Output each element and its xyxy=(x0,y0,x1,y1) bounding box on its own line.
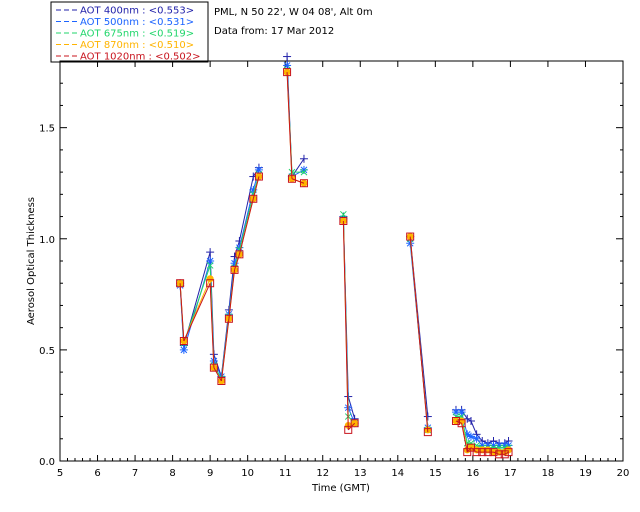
series-segment xyxy=(183,283,211,342)
data-point xyxy=(466,417,475,425)
y-tick-label: 0.5 xyxy=(39,346,55,357)
x-axis: 5 6 7 8 9 10 11 12 13 14 15 16 17 18 19 20 xyxy=(57,61,630,479)
data-point xyxy=(406,232,415,241)
data-point xyxy=(299,179,308,188)
y-tick-label: 1.0 xyxy=(39,235,55,246)
data-point xyxy=(249,194,258,203)
data-point xyxy=(217,377,226,385)
chart-title: PML, N 50 22', W 04 08', Alt 0m xyxy=(214,7,373,18)
data-point xyxy=(209,363,218,372)
data-point xyxy=(224,314,233,323)
x-tick-label: 20 xyxy=(617,468,630,479)
x-tick-label: 5 xyxy=(57,468,63,479)
series-segment xyxy=(493,451,500,455)
data-point xyxy=(206,262,214,269)
data-point xyxy=(495,450,504,459)
series-segment xyxy=(234,240,240,257)
series-segment xyxy=(461,423,468,453)
data-point xyxy=(489,448,498,457)
series-segment xyxy=(470,420,478,435)
data-point xyxy=(423,412,432,421)
series-segment xyxy=(238,198,254,255)
data-point xyxy=(206,279,215,288)
legend: AOT 400nm : <0.553>AOT 500nm : <0.531>AO… xyxy=(50,1,209,63)
data-point xyxy=(206,248,215,257)
chart-subtitle: Data from: 17 Mar 2012 xyxy=(214,26,334,37)
series-segment xyxy=(286,72,293,179)
series-aot-1020nm xyxy=(176,68,513,459)
x-tick-label: 14 xyxy=(391,468,404,479)
series-segment xyxy=(291,178,305,184)
series-segment xyxy=(342,220,349,430)
y-axis-label: Aerosol Optical Thickness xyxy=(26,197,37,325)
plot-area xyxy=(59,60,624,462)
series-segment xyxy=(179,283,185,342)
data-point xyxy=(466,443,475,452)
x-tick-label: 16 xyxy=(466,468,479,479)
data-point xyxy=(176,279,185,288)
x-tick-label: 9 xyxy=(207,468,213,479)
series-segment xyxy=(238,194,254,251)
data-point xyxy=(235,250,244,259)
series-segment xyxy=(220,318,230,382)
data-point xyxy=(472,434,481,443)
series-segment xyxy=(476,434,483,442)
legend-entry: AOT 870nm : <0.510> xyxy=(80,40,194,51)
data-point xyxy=(472,448,481,457)
x-axis-label: Time (GMT) xyxy=(311,483,370,494)
data-point xyxy=(350,419,359,428)
series-segment xyxy=(228,256,236,310)
series-segment xyxy=(213,367,222,382)
data-point xyxy=(230,265,239,274)
data-point xyxy=(340,210,347,218)
data-point xyxy=(483,448,492,457)
x-tick-label: 12 xyxy=(316,468,329,479)
x-tick-label: 18 xyxy=(542,468,555,479)
data-point xyxy=(339,217,348,225)
data-point xyxy=(478,448,487,457)
data-point xyxy=(451,417,460,425)
legend-entry: AOT 500nm : <0.531> xyxy=(80,17,194,28)
data-point xyxy=(457,419,466,428)
data-point xyxy=(206,275,214,283)
data-point xyxy=(254,172,263,181)
y-tick-label: 1.5 xyxy=(39,124,55,135)
series-segment xyxy=(234,254,240,271)
series-segment xyxy=(228,269,236,319)
data-point xyxy=(179,345,188,354)
data-point xyxy=(179,337,188,345)
x-tick-label: 19 xyxy=(579,468,592,479)
legend-box xyxy=(50,1,209,63)
legend-entry: AOT 400nm : <0.553> xyxy=(80,6,194,17)
x-tick-label: 10 xyxy=(241,468,254,479)
data-point xyxy=(423,428,432,437)
data-point xyxy=(206,257,215,265)
x-tick-label: 7 xyxy=(132,468,138,479)
data-point xyxy=(504,448,513,457)
data-point xyxy=(457,408,466,417)
y-tick-label: 0.0 xyxy=(39,457,55,468)
series-segment xyxy=(209,283,215,368)
series-layer xyxy=(176,52,513,459)
data-point xyxy=(287,174,296,183)
series-segment xyxy=(409,236,429,433)
x-tick-label: 11 xyxy=(279,468,292,479)
data-point xyxy=(283,68,292,77)
x-tick-label: 15 xyxy=(429,468,442,479)
x-tick-label: 8 xyxy=(169,468,175,479)
data-point xyxy=(344,425,353,434)
series-segment xyxy=(470,447,477,453)
legend-entry: AOT 1020nm : <0.502> xyxy=(80,52,200,63)
y-axis: 0.0 0.5 1.0 1.5 xyxy=(39,82,623,468)
data-point xyxy=(299,154,308,163)
x-tick-label: 13 xyxy=(354,468,367,479)
x-tick-label: 6 xyxy=(94,468,100,479)
x-tick-label: 17 xyxy=(504,468,517,479)
data-point xyxy=(300,168,308,176)
series-segment xyxy=(455,420,462,424)
data-point xyxy=(283,52,292,61)
legend-entry: AOT 675nm : <0.519> xyxy=(80,29,194,40)
